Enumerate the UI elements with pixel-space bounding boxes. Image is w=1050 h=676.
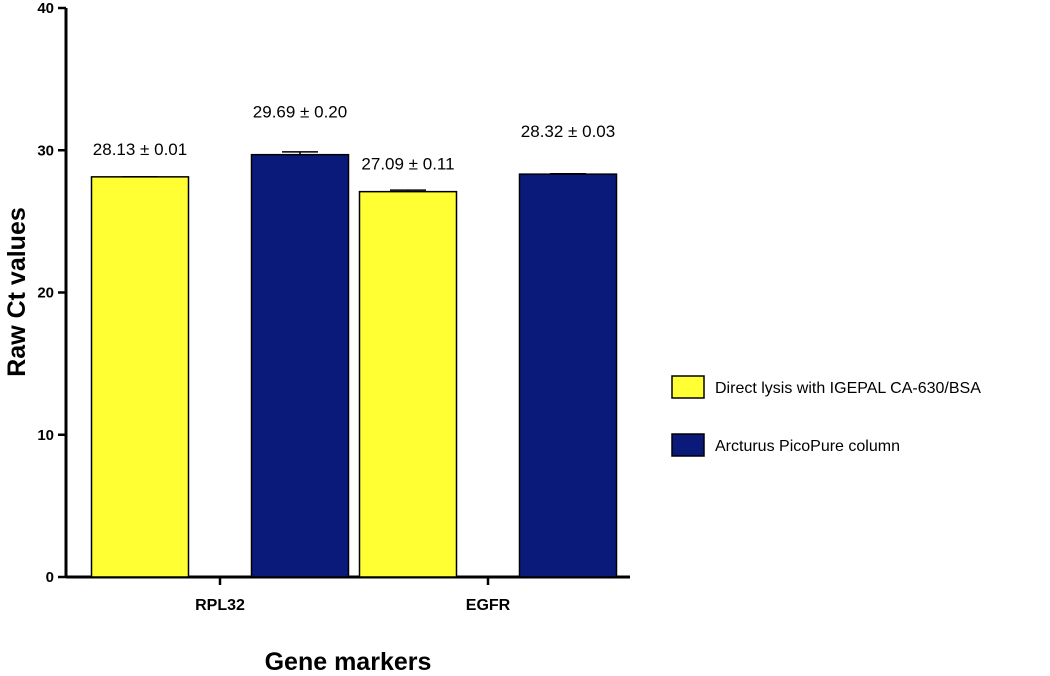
legend-label: Direct lysis with IGEPAL CA-630/BSA — [715, 380, 981, 397]
legend-swatch — [671, 433, 705, 457]
y-tick-label: 30 — [37, 142, 54, 159]
x-axis-title: Gene markers — [265, 648, 432, 676]
y-tick-label: 40 — [37, 0, 54, 17]
data-label: 28.13 ± 0.01 — [93, 140, 187, 159]
data-labels: 28.13 ± 0.01 29.69 ± 0.20 27.09 ± 0.11 28.3… — [93, 103, 615, 174]
bar — [518, 173, 618, 578]
bar — [358, 190, 458, 578]
y-axis: 0 10 20 30 40 — [37, 0, 68, 586]
legend-swatch — [671, 375, 705, 399]
bars — [90, 151, 618, 578]
data-label: 27.09 ± 0.11 — [361, 155, 454, 174]
y-axis-title: Raw Ct values — [3, 207, 31, 377]
x-axis: RPL32 EGFR — [66, 575, 630, 614]
y-tick-label: 0 — [46, 569, 54, 586]
x-tick-label: EGFR — [466, 597, 511, 614]
data-label: 29.69 ± 0.20 — [253, 103, 347, 122]
bar — [90, 176, 190, 578]
legend: Direct lysis with IGEPAL CA-630/BSA Arctu… — [671, 375, 981, 457]
y-tick-label: 20 — [37, 285, 54, 302]
bar — [250, 153, 350, 578]
x-tick-label: RPL32 — [195, 597, 245, 614]
y-tick-label: 10 — [37, 427, 54, 444]
legend-label: Arcturus PicoPure column — [715, 438, 900, 455]
data-label: 28.32 ± 0.03 — [521, 122, 615, 141]
